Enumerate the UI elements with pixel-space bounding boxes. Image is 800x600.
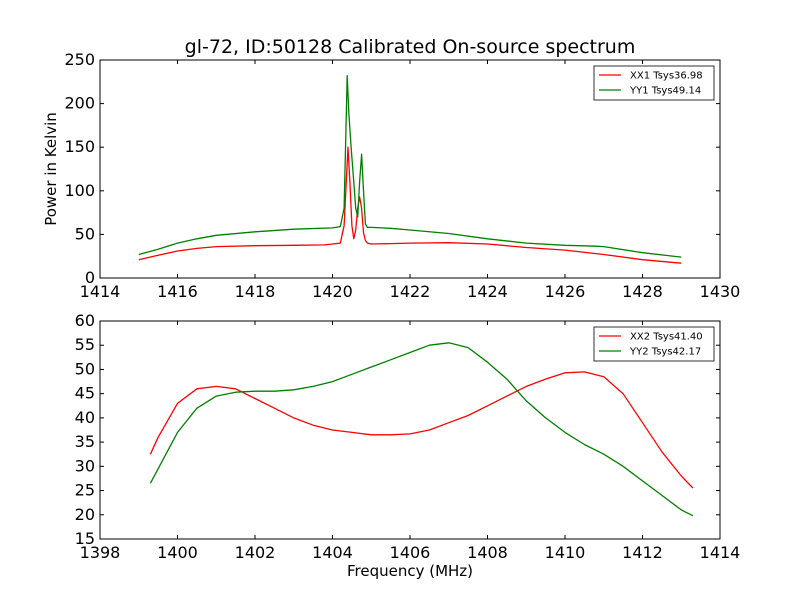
y-tick-label: 50 xyxy=(75,224,95,243)
y-tick-label: 60 xyxy=(75,311,95,330)
legend-label-1: XX2 Tsys41.40 xyxy=(630,332,703,343)
x-tick-label: 1414 xyxy=(700,543,741,562)
x-tick-label: 1416 xyxy=(157,282,198,301)
y-tick-label: 200 xyxy=(64,94,95,113)
y-tick-label: 55 xyxy=(75,335,95,354)
x-tick-label: 1430 xyxy=(700,282,741,301)
y-tick-label: 100 xyxy=(64,181,95,200)
x-tick-label: 1418 xyxy=(235,282,276,301)
x-tick-label: 1404 xyxy=(312,543,353,562)
y-tick-label: 20 xyxy=(75,505,95,524)
series-line-1 xyxy=(149,371,694,489)
legend-box xyxy=(593,326,715,362)
x-tick-label: 1412 xyxy=(622,543,663,562)
series-line-2 xyxy=(149,342,694,517)
legend-label-2: YY1 Tsys49.14 xyxy=(629,86,701,97)
x-tick-label: 1400 xyxy=(157,543,198,562)
series-line-2 xyxy=(138,75,682,258)
x-tick-label: 1420 xyxy=(312,282,353,301)
x-tick-label: 1410 xyxy=(545,543,586,562)
legend-box xyxy=(593,65,715,101)
y-tick-label: 45 xyxy=(75,384,95,403)
x-tick-label: 1408 xyxy=(467,543,508,562)
chart-title: gl-72, ID:50128 Calibrated On-source spe… xyxy=(185,36,636,58)
y-tick-label: 0 xyxy=(85,268,95,287)
legend: XX1 Tsys36.98 YY1 Tsys49.14 xyxy=(593,65,715,101)
y-tick-label: 25 xyxy=(75,481,95,500)
y-tick-label: 30 xyxy=(75,456,95,475)
x-tick-label: 1424 xyxy=(467,282,508,301)
y-tick-label: 150 xyxy=(64,137,95,156)
y-tick-label: 40 xyxy=(75,408,95,427)
y-tick-label: 50 xyxy=(75,359,95,378)
x-tick-label: 1428 xyxy=(622,282,663,301)
y-tick-label: 35 xyxy=(75,432,95,451)
x-tick-label: 1402 xyxy=(235,543,276,562)
y-tick-label: 15 xyxy=(75,529,95,548)
x-tick-label: 1398 xyxy=(80,543,121,562)
legend-label-2: YY2 Tsys42.17 xyxy=(629,347,701,358)
top-panel: 1414 1416 1418 1420 1422 1424 1426 1428 1430 0 50 1… xyxy=(42,50,740,301)
x-tick-label: 1414 xyxy=(80,282,121,301)
x-axis-label: Frequency (MHz) xyxy=(347,562,473,580)
x-tick-label: 1422 xyxy=(390,282,431,301)
legend-label-1: XX1 Tsys36.98 xyxy=(630,71,703,82)
y-axis-label: Power in Kelvin xyxy=(42,112,60,226)
bottom-panel: 1398 1400 1402 1404 1406 1408 1410 1412 1414 15 20… xyxy=(75,311,741,580)
x-tick-label: 1426 xyxy=(545,282,586,301)
x-tick-label: 1406 xyxy=(390,543,431,562)
y-tick-label: 250 xyxy=(64,50,95,69)
legend: XX2 Tsys41.40 YY2 Tsys42.17 xyxy=(593,326,715,362)
